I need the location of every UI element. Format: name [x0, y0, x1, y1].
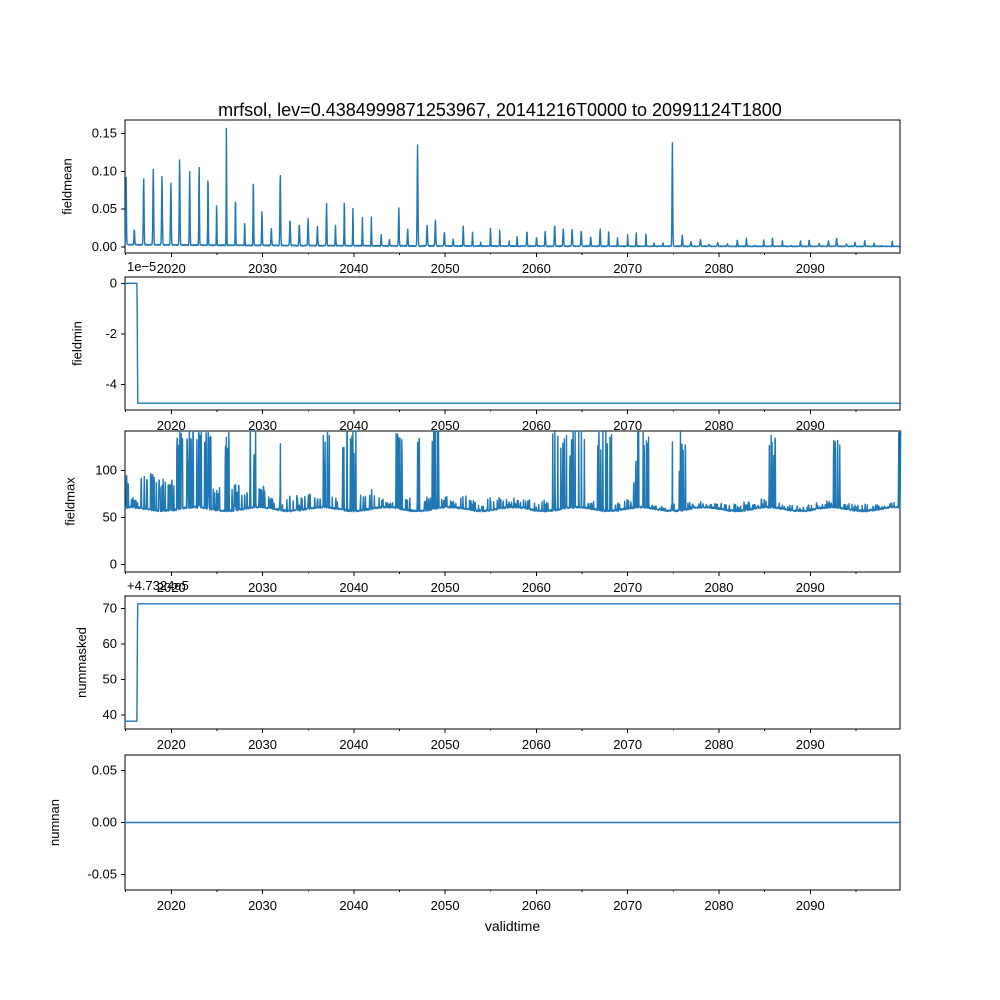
svg-text:2090: 2090: [796, 261, 825, 276]
svg-text:50: 50: [103, 671, 117, 686]
svg-text:70: 70: [103, 600, 117, 615]
svg-text:fieldmax: fieldmax: [62, 477, 77, 526]
svg-text:2080: 2080: [705, 737, 734, 752]
svg-text:2070: 2070: [613, 580, 642, 595]
svg-text:0.05: 0.05: [92, 201, 117, 216]
svg-text:2090: 2090: [796, 898, 825, 913]
svg-text:0: 0: [110, 556, 117, 571]
svg-text:nummasked: nummasked: [74, 627, 89, 698]
svg-text:0.15: 0.15: [92, 126, 117, 141]
svg-text:0: 0: [110, 275, 117, 290]
svg-text:40: 40: [103, 707, 117, 722]
svg-text:0.10: 0.10: [92, 163, 117, 178]
svg-text:numnan: numnan: [47, 799, 62, 846]
svg-text:2040: 2040: [339, 737, 368, 752]
svg-text:2060: 2060: [522, 737, 551, 752]
svg-text:2050: 2050: [431, 898, 460, 913]
svg-text:2080: 2080: [705, 898, 734, 913]
svg-text:2080: 2080: [705, 580, 734, 595]
svg-text:2060: 2060: [522, 898, 551, 913]
svg-text:0.00: 0.00: [92, 815, 117, 830]
svg-text:2070: 2070: [613, 898, 642, 913]
svg-text:2070: 2070: [613, 737, 642, 752]
svg-text:2060: 2060: [522, 580, 551, 595]
svg-text:2050: 2050: [431, 261, 460, 276]
svg-text:2060: 2060: [522, 261, 551, 276]
svg-text:0.05: 0.05: [92, 763, 117, 778]
svg-text:50: 50: [103, 509, 117, 524]
svg-text:2080: 2080: [705, 261, 734, 276]
svg-text:2030: 2030: [248, 261, 277, 276]
svg-text:-0.05: -0.05: [87, 866, 117, 881]
svg-text:2020: 2020: [157, 737, 186, 752]
svg-text:2070: 2070: [613, 261, 642, 276]
svg-text:2030: 2030: [248, 898, 277, 913]
svg-text:2040: 2040: [339, 580, 368, 595]
svg-text:-4: -4: [105, 377, 117, 392]
svg-text:-2: -2: [105, 326, 117, 341]
svg-text:fieldmin: fieldmin: [69, 321, 84, 366]
svg-text:validtime: validtime: [485, 918, 540, 934]
svg-text:60: 60: [103, 636, 117, 651]
svg-text:+4.7324e5: +4.7324e5: [127, 578, 189, 593]
svg-text:2050: 2050: [431, 737, 460, 752]
svg-text:100: 100: [95, 462, 117, 477]
svg-text:2030: 2030: [248, 580, 277, 595]
svg-text:2030: 2030: [248, 737, 277, 752]
svg-text:0.00: 0.00: [92, 239, 117, 254]
svg-text:2040: 2040: [339, 261, 368, 276]
svg-text:2090: 2090: [796, 580, 825, 595]
svg-text:2020: 2020: [157, 898, 186, 913]
svg-text:2090: 2090: [796, 737, 825, 752]
svg-text:2020: 2020: [157, 261, 186, 276]
svg-text:1e−5: 1e−5: [127, 259, 156, 274]
svg-text:fieldmean: fieldmean: [60, 158, 75, 214]
svg-text:2040: 2040: [339, 898, 368, 913]
svg-text:2050: 2050: [431, 580, 460, 595]
